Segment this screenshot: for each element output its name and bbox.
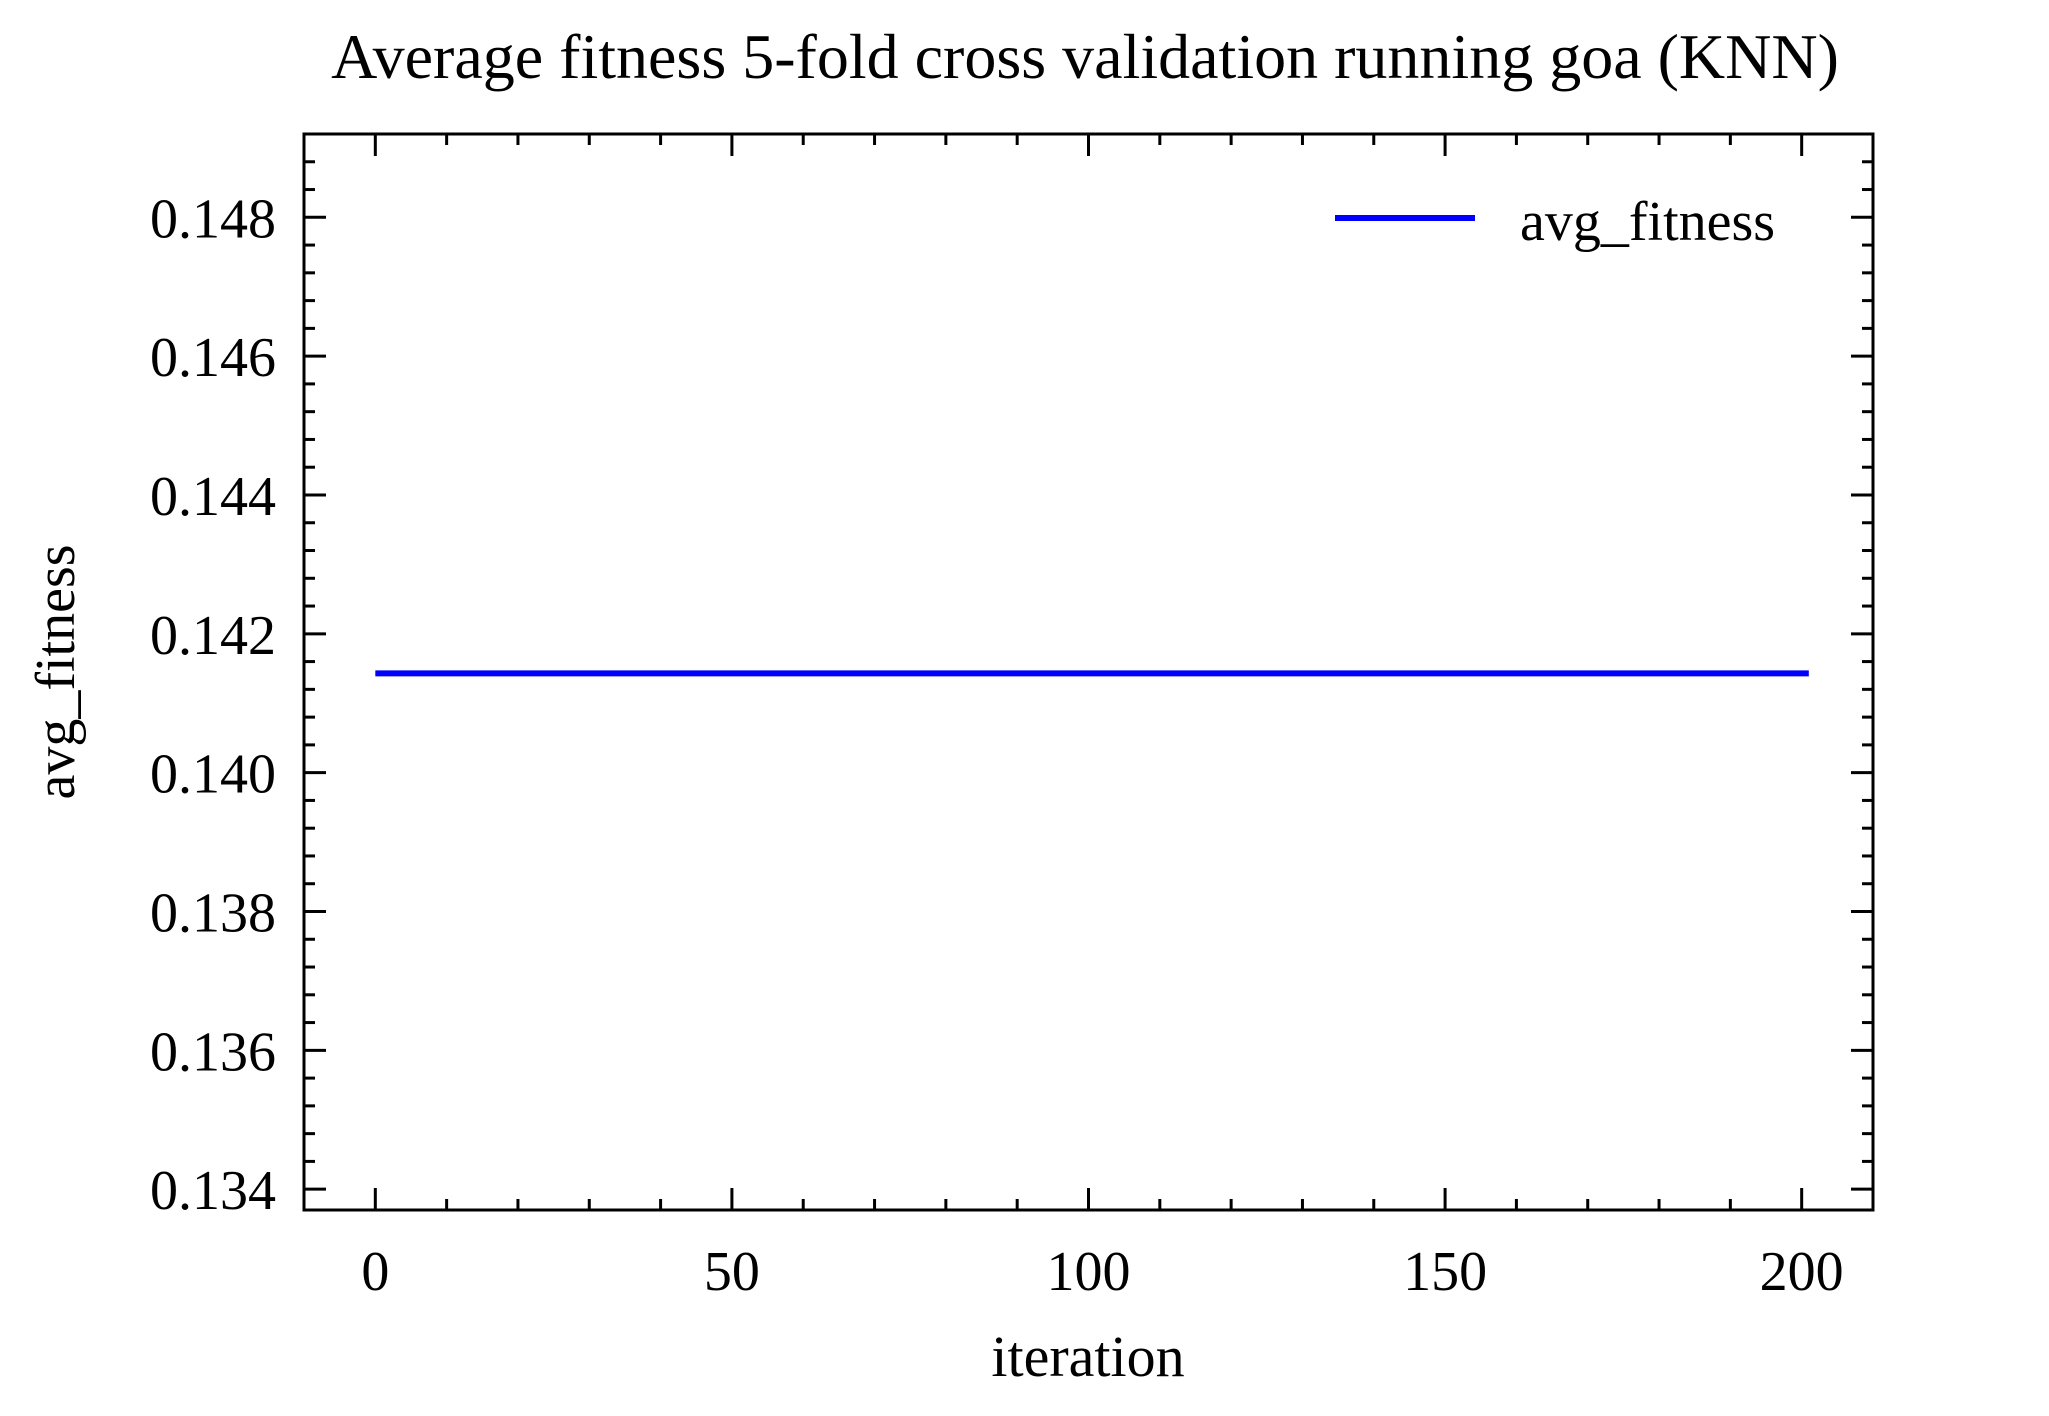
y-tick-label: 0.140 (150, 744, 276, 806)
y-axis-label: avg_fitness (25, 544, 87, 799)
y-tick-label: 0.138 (150, 882, 276, 944)
y-tick-label: 0.144 (150, 466, 276, 528)
x-tick-label: 100 (1047, 1241, 1131, 1303)
y-tick-label: 0.136 (150, 1021, 276, 1083)
legend: avg_fitness (1335, 191, 1775, 253)
x-axis-label: iteration (991, 1324, 1184, 1389)
y-tick-label: 0.148 (150, 188, 276, 250)
legend-label: avg_fitness (1520, 191, 1775, 253)
y-tick-labels: 0.134 0.136 0.138 0.140 0.142 0.144 0.146 0.148 (150, 188, 276, 1222)
y-tick-label: 0.146 (150, 327, 276, 389)
x-tick-label: 150 (1403, 1241, 1487, 1303)
x-tick-label: 0 (361, 1241, 389, 1303)
x-tick-label: 50 (704, 1241, 760, 1303)
y-tick-label: 0.142 (150, 605, 276, 667)
x-tick-label: 200 (1760, 1241, 1844, 1303)
chart-title: Average fitness 5-fold cross validation … (331, 21, 1839, 92)
x-tick-labels: 0 50 100 150 200 (361, 1241, 1843, 1303)
y-tick-label: 0.134 (150, 1160, 276, 1222)
axis-ticks (304, 134, 1873, 1210)
